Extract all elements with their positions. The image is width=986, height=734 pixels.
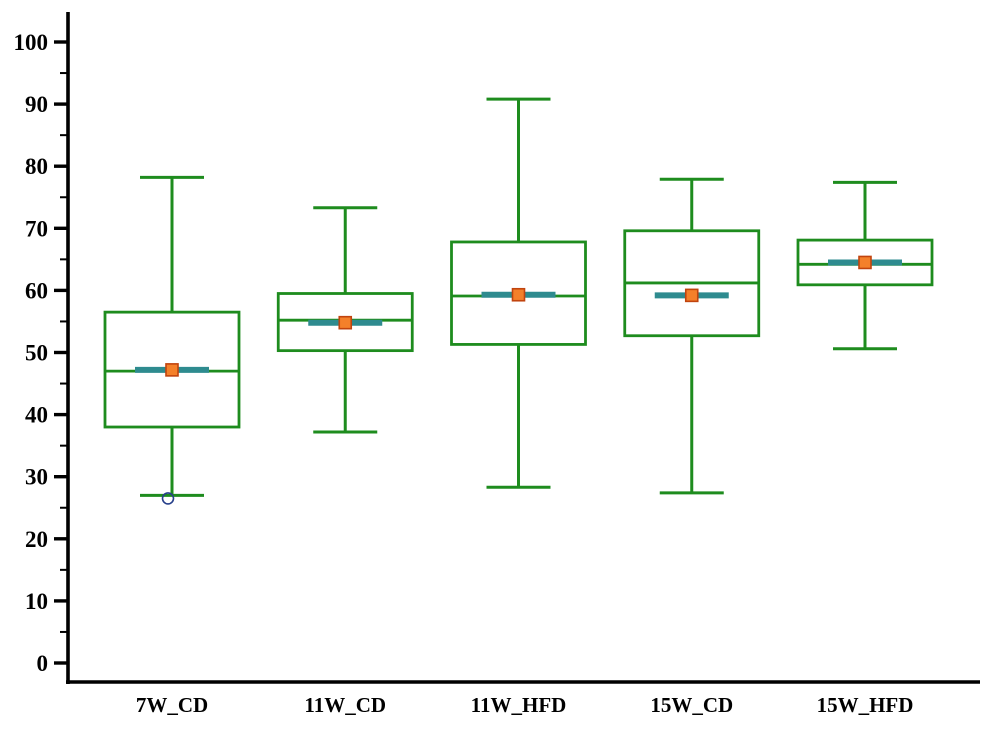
mean-marker xyxy=(511,287,526,302)
y-tick-label: 100 xyxy=(14,30,49,55)
outlier-point xyxy=(161,492,175,505)
mean-marker xyxy=(338,315,353,330)
mean-marker xyxy=(858,255,872,270)
y-tick-label: 50 xyxy=(25,341,48,366)
y-tick-label: 70 xyxy=(25,216,48,241)
mean-marker xyxy=(684,288,699,303)
y-tick-label: 0 xyxy=(37,651,49,676)
y-tick-label: 10 xyxy=(25,589,48,614)
y-tick-label: 90 xyxy=(25,92,48,117)
x-category-label: 15W_HFD xyxy=(817,693,914,717)
x-category-label: 11W_CD xyxy=(304,693,386,717)
y-tick-label: 40 xyxy=(25,403,48,428)
x-category-label: 7W_CD xyxy=(136,693,208,717)
x-category-label: 15W_CD xyxy=(650,693,733,717)
y-tick-label: 30 xyxy=(25,465,48,490)
y-tick-label: 80 xyxy=(25,154,48,179)
x-category-label: 11W_HFD xyxy=(471,693,567,717)
y-tick-label: 20 xyxy=(25,527,48,552)
mean-marker xyxy=(165,363,179,377)
y-tick-label: 60 xyxy=(25,278,48,303)
